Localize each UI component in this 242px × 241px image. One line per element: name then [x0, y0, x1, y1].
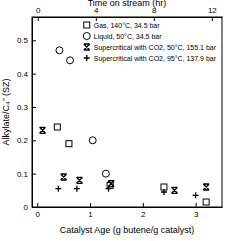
tick-mark — [32, 174, 36, 175]
tick-label: 3 — [194, 210, 199, 219]
legend: Gas, 140°C, 34.5 bar Liquid, 50°C, 34.5 b… — [83, 22, 216, 63]
tick: 0.2 — [17, 136, 36, 145]
series — [40, 127, 210, 193]
tick: 12 — [208, 6, 217, 21]
legend-marker — [84, 22, 90, 28]
tick: 8 — [152, 6, 157, 21]
tick-label: 2 — [141, 210, 146, 219]
tick: 4 — [94, 6, 99, 21]
y-axis: 0 0.1 0.2 0.3 0.4 0.5 — [17, 18, 36, 213]
tick-mark — [32, 74, 36, 75]
tick-mark — [32, 40, 36, 41]
axis-line — [33, 17, 223, 18]
tick-mark — [32, 107, 36, 108]
tick-label: 0.3 — [17, 103, 29, 112]
tick-label: 0.2 — [17, 136, 29, 145]
tick-mark — [154, 17, 155, 21]
tick-mark — [38, 17, 39, 21]
point — [161, 189, 167, 195]
point — [203, 184, 209, 190]
point — [106, 186, 112, 192]
point — [74, 186, 80, 192]
tick-mark — [196, 203, 197, 207]
tick-label: 12 — [208, 6, 217, 15]
tick-label: 0.1 — [17, 170, 29, 179]
tick: 1 — [88, 203, 93, 219]
tick: 0.3 — [17, 103, 36, 112]
series — [55, 186, 198, 199]
tick-label: 0.4 — [17, 70, 29, 79]
point — [61, 174, 67, 180]
tick-label: 0 — [36, 210, 41, 219]
series — [54, 124, 209, 205]
legend-label: Supercritical with CO2, 95°C, 137.9 bar — [94, 55, 217, 63]
point — [40, 127, 46, 133]
y-axis-title: Alkylate/C₄⁼ (SZ) — [1, 78, 11, 145]
axis-line — [32, 18, 33, 208]
tick-mark — [90, 203, 91, 207]
point — [172, 187, 178, 193]
tick-mark — [32, 140, 36, 141]
legend-marker — [83, 33, 90, 40]
x2-axis: 0 4 8 12 — [33, 6, 223, 21]
legend-label: Supercritical with CO2, 50°C, 155.1 bar — [94, 44, 217, 52]
tick-mark — [32, 207, 36, 208]
tick: 2 — [141, 203, 146, 219]
tick-label: 1 — [88, 210, 93, 219]
plot-frame — [32, 17, 222, 207]
chart: 01230481200.10.20.30.40.5Catalyst Age (g… — [0, 0, 242, 241]
tick: 0 — [36, 6, 41, 21]
tick: 0.4 — [17, 70, 36, 79]
tick: 3 — [194, 203, 199, 219]
tick: 0.5 — [17, 36, 36, 45]
plot-area — [40, 47, 210, 205]
point — [89, 137, 96, 144]
point — [67, 57, 74, 64]
point — [56, 47, 63, 54]
point — [102, 170, 109, 177]
tick-label: 0 — [24, 203, 29, 212]
point — [77, 177, 83, 183]
x-axis-title: Catalyst Age (g butene/g catalyst) — [60, 225, 195, 235]
legend-marker — [84, 55, 90, 61]
tick-mark — [37, 203, 38, 207]
x2-axis-title: Time on stream (hr) — [88, 0, 167, 8]
point — [54, 124, 60, 130]
legend-label: Liquid, 50°C, 34.5 bar — [94, 33, 162, 41]
tick-label: 0 — [36, 6, 41, 15]
tick-mark — [212, 17, 213, 21]
point — [193, 192, 199, 198]
point — [203, 199, 209, 205]
point — [66, 141, 72, 147]
x-axis: 0 1 2 3 — [33, 203, 223, 219]
tick-label: 0.5 — [17, 36, 29, 45]
tick: 0.1 — [17, 170, 36, 179]
tick-mark — [96, 17, 97, 21]
tick-mark — [143, 203, 144, 207]
tick: 0 — [36, 203, 41, 219]
axis-line — [33, 207, 223, 208]
legend-marker — [84, 44, 90, 50]
tick: 0 — [24, 203, 36, 212]
point — [55, 186, 61, 192]
legend-label: Gas, 140°C, 34.5 bar — [94, 22, 161, 29]
series — [56, 47, 109, 177]
